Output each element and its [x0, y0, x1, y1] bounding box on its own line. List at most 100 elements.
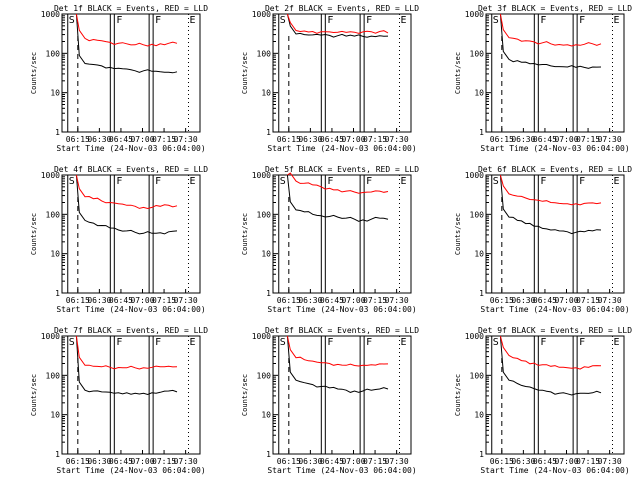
y-axis-label: Counts/sec	[241, 52, 249, 94]
y-axis-label: Counts/sec	[454, 213, 462, 255]
y-axis-label: Counts/sec	[30, 52, 38, 94]
x-tick-label: 07:30	[174, 135, 198, 144]
x-tick-label: 07:00	[130, 135, 154, 144]
marker-label: F	[327, 176, 333, 187]
y-tick-label: 1000	[252, 171, 271, 180]
y-axis-label: Counts/sec	[30, 374, 38, 416]
marker-label: S	[280, 176, 286, 187]
panel-2: Det 2f BLACK = Events, RED = LLD 1 10 100 10…	[241, 4, 419, 153]
y-tick-label: 10	[261, 411, 271, 420]
x-axis-label: Start Time (24-Nov-03 06:04:00)	[267, 466, 416, 475]
series-line-lld	[75, 174, 178, 210]
y-axis-label: Counts/sec	[454, 374, 462, 416]
marker-label: S	[493, 15, 499, 26]
y-axis-label: Counts/sec	[454, 52, 462, 94]
y-tick-label: 1	[55, 450, 60, 459]
y-tick-label: 1000	[41, 332, 60, 341]
x-tick-label: 07:30	[598, 457, 622, 466]
x-tick-label: 06:45	[109, 135, 133, 144]
x-tick-label: 07:15	[152, 135, 176, 144]
y-tick-label: 1000	[465, 10, 484, 19]
marker-label: F	[116, 337, 122, 348]
x-tick-label: 07:30	[385, 296, 409, 305]
x-tick-label: 06:15	[66, 296, 90, 305]
plot-frame	[272, 174, 412, 294]
x-tick-label: 06:45	[320, 457, 344, 466]
chart-title: Det 2f BLACK = Events, RED = LLD	[265, 4, 419, 13]
x-tick-label: 07:30	[174, 457, 198, 466]
marker-label: S	[69, 176, 75, 187]
panel-9: Det 9f BLACK = Events, RED = LLD 1 10 100 10…	[454, 326, 632, 475]
y-tick-label: 1	[479, 128, 484, 137]
marker-label: F	[327, 337, 333, 348]
series-line-lld	[75, 335, 178, 370]
marker-label: F	[155, 337, 161, 348]
x-tick-label: 07:15	[363, 296, 387, 305]
y-tick-label: 10	[474, 250, 484, 259]
plot-frame	[61, 174, 201, 294]
y-tick-label: 100	[470, 210, 485, 219]
x-axis-label: Start Time (24-Nov-03 06:04:00)	[267, 144, 416, 153]
marker-label: F	[366, 15, 372, 26]
y-tick-label: 100	[46, 49, 61, 58]
chart-title: Det 1f BLACK = Events, RED = LLD	[54, 4, 208, 13]
x-tick-label: 07:15	[152, 457, 176, 466]
marker-label: F	[579, 176, 585, 187]
y-axis-label: Counts/sec	[30, 213, 38, 255]
marker-label: E	[190, 337, 196, 348]
plot-frame	[61, 13, 201, 133]
y-tick-label: 100	[470, 49, 485, 58]
marker-label: S	[69, 337, 75, 348]
marker-label: E	[190, 176, 196, 187]
x-tick-label: 07:30	[385, 135, 409, 144]
y-tick-label: 1	[266, 289, 271, 298]
x-tick-label: 06:15	[490, 296, 514, 305]
y-tick-label: 1	[479, 289, 484, 298]
x-tick-label: 06:45	[320, 296, 344, 305]
chart-title: Det 4f BLACK = Events, RED = LLD	[54, 165, 208, 174]
series-line-events	[499, 335, 602, 396]
marker-label: E	[401, 176, 407, 187]
plot-frame	[272, 13, 412, 133]
x-tick-label: 07:15	[576, 296, 600, 305]
series-line-lld	[499, 335, 602, 370]
chart-title: Det 3f BLACK = Events, RED = LLD	[478, 4, 632, 13]
series-line-lld	[286, 335, 389, 367]
y-tick-label: 100	[257, 49, 272, 58]
chart-title: Det 8f BLACK = Events, RED = LLD	[265, 326, 419, 335]
series-line-events	[286, 174, 389, 222]
y-tick-label: 10	[50, 250, 60, 259]
x-tick-label: 06:30	[511, 457, 535, 466]
x-tick-label: 06:15	[277, 457, 301, 466]
x-tick-label: 06:15	[66, 135, 90, 144]
panel-7: Det 7f BLACK = Events, RED = LLD 1 10 100 10…	[30, 326, 208, 475]
plot-frame	[272, 335, 412, 455]
y-tick-label: 1000	[252, 332, 271, 341]
x-axis-label: Start Time (24-Nov-03 06:04:00)	[56, 144, 205, 153]
plot-frame	[485, 174, 625, 294]
x-tick-label: 06:45	[533, 135, 557, 144]
y-tick-label: 10	[474, 411, 484, 420]
x-axis-label: Start Time (24-Nov-03 06:04:00)	[480, 144, 629, 153]
x-tick-label: 06:30	[511, 296, 535, 305]
panel-5: Det 5f BLACK = Events, RED = LLD 1 10 100 10…	[241, 165, 419, 314]
series-line-lld	[286, 13, 389, 34]
y-tick-label: 100	[470, 371, 485, 380]
x-tick-label: 07:00	[554, 296, 578, 305]
y-tick-label: 10	[50, 89, 60, 98]
panel-4: Det 4f BLACK = Events, RED = LLD 1 10 100 10…	[30, 165, 208, 314]
x-tick-label: 06:45	[109, 296, 133, 305]
x-axis-label: Start Time (24-Nov-03 06:04:00)	[480, 305, 629, 314]
x-tick-label: 07:15	[152, 296, 176, 305]
marker-label: E	[401, 15, 407, 26]
y-tick-label: 1000	[465, 171, 484, 180]
x-tick-label: 07:30	[385, 457, 409, 466]
y-tick-label: 1	[266, 450, 271, 459]
x-tick-label: 06:45	[320, 135, 344, 144]
x-tick-label: 07:30	[598, 296, 622, 305]
x-tick-label: 07:15	[363, 135, 387, 144]
series-line-lld	[75, 13, 178, 47]
marker-label: F	[540, 176, 546, 187]
y-tick-label: 1000	[252, 10, 271, 19]
x-tick-label: 07:00	[554, 457, 578, 466]
